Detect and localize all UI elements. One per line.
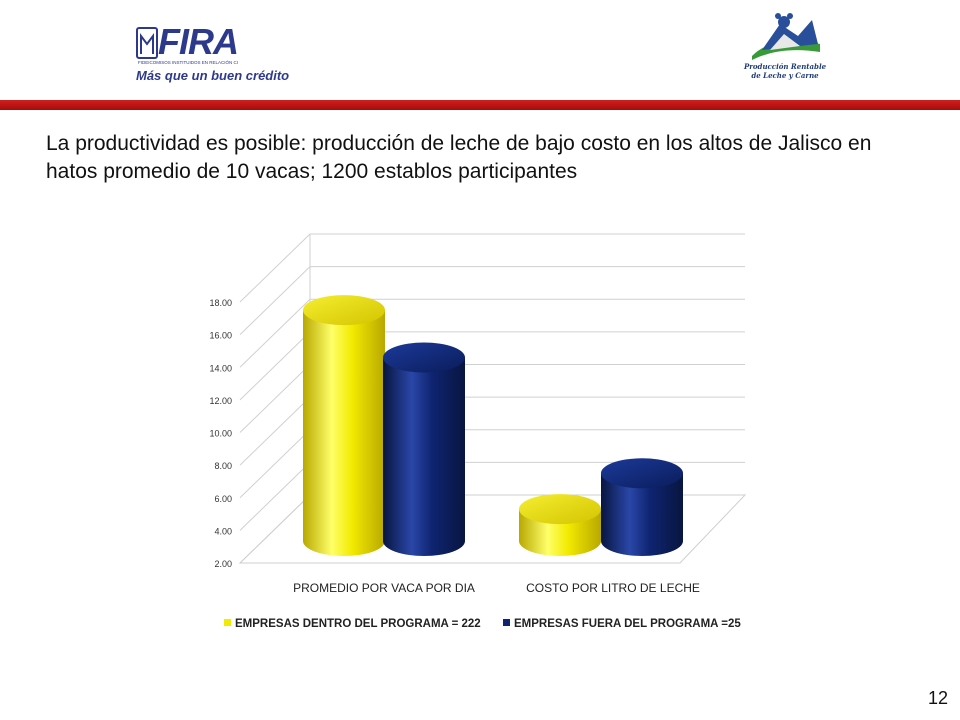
- legend-label: EMPRESAS FUERA DEL PROGRAMA =25: [514, 618, 741, 630]
- side-gridline: [239, 331, 311, 401]
- legend-label: EMPRESAS DENTRO DEL PROGRAMA = 222: [235, 618, 481, 630]
- side-gridline: [239, 298, 311, 368]
- bar: [601, 458, 683, 556]
- y-tick-label: 14.00: [209, 363, 232, 373]
- bar-top: [303, 295, 385, 326]
- y-tick-label: 6.00: [214, 494, 232, 504]
- y-tick-label: 16.00: [209, 331, 232, 341]
- bar: [383, 342, 465, 556]
- legend-swatch: [224, 619, 231, 626]
- side-gridline: [239, 266, 311, 335]
- fira-tagline: Más que un buen crédito: [136, 68, 290, 83]
- side-gridline: [239, 429, 311, 499]
- bar-top: [519, 494, 601, 525]
- bar-top: [601, 458, 683, 489]
- side-gridline: [239, 462, 311, 531]
- fira-wordmark: FIRA: [158, 21, 239, 62]
- bar: [303, 295, 385, 556]
- header-accent-bar: [0, 100, 960, 110]
- slide-header: FIRA FIDEICOMISOS INSTITUIDOS EN RELACIÓ…: [0, 0, 960, 100]
- x-category-label: COSTO POR LITRO DE LECHE: [526, 581, 700, 595]
- slide-title: La productividad es posible: producción …: [46, 132, 872, 183]
- y-tick-label: 18.00: [209, 298, 232, 308]
- side-gridline: [239, 396, 311, 466]
- program-emblem-icon: [752, 13, 820, 60]
- chart-floor: [238, 494, 747, 564]
- y-tick-label: 10.00: [209, 429, 232, 439]
- x-category-label: PROMEDIO POR VACA POR DIA: [293, 581, 475, 595]
- bar-body: [383, 357, 465, 556]
- program-logo-text: Producción Rentable de Leche y Carne: [740, 62, 830, 80]
- y-tick-label: 12.00: [209, 396, 232, 406]
- bar: [519, 494, 601, 556]
- fira-emblem-icon: [136, 27, 158, 59]
- side-gridline: [239, 364, 311, 433]
- fira-subtext: FIDEICOMISOS INSTITUIDOS EN RELACIÓN CON…: [138, 60, 238, 65]
- bar-body: [601, 473, 683, 556]
- page-number: 12: [927, 688, 948, 708]
- program-logo-line1: Producción Rentable: [743, 62, 827, 71]
- program-logo-line2: de Leche y Carne: [751, 71, 819, 80]
- y-tick-label: 4.00: [214, 526, 232, 536]
- y-tick-label: 8.00: [214, 461, 232, 471]
- side-gridline: [239, 233, 311, 303]
- legend-swatch: [503, 619, 510, 626]
- program-logo: Producción Rentable de Leche y Carne: [740, 10, 830, 90]
- bar-body: [303, 310, 385, 556]
- bar-top: [383, 342, 465, 373]
- y-tick-label: 2.00: [214, 559, 232, 569]
- fira-logo: FIRA FIDEICOMISOS INSTITUIDOS EN RELACIÓ…: [134, 20, 289, 86]
